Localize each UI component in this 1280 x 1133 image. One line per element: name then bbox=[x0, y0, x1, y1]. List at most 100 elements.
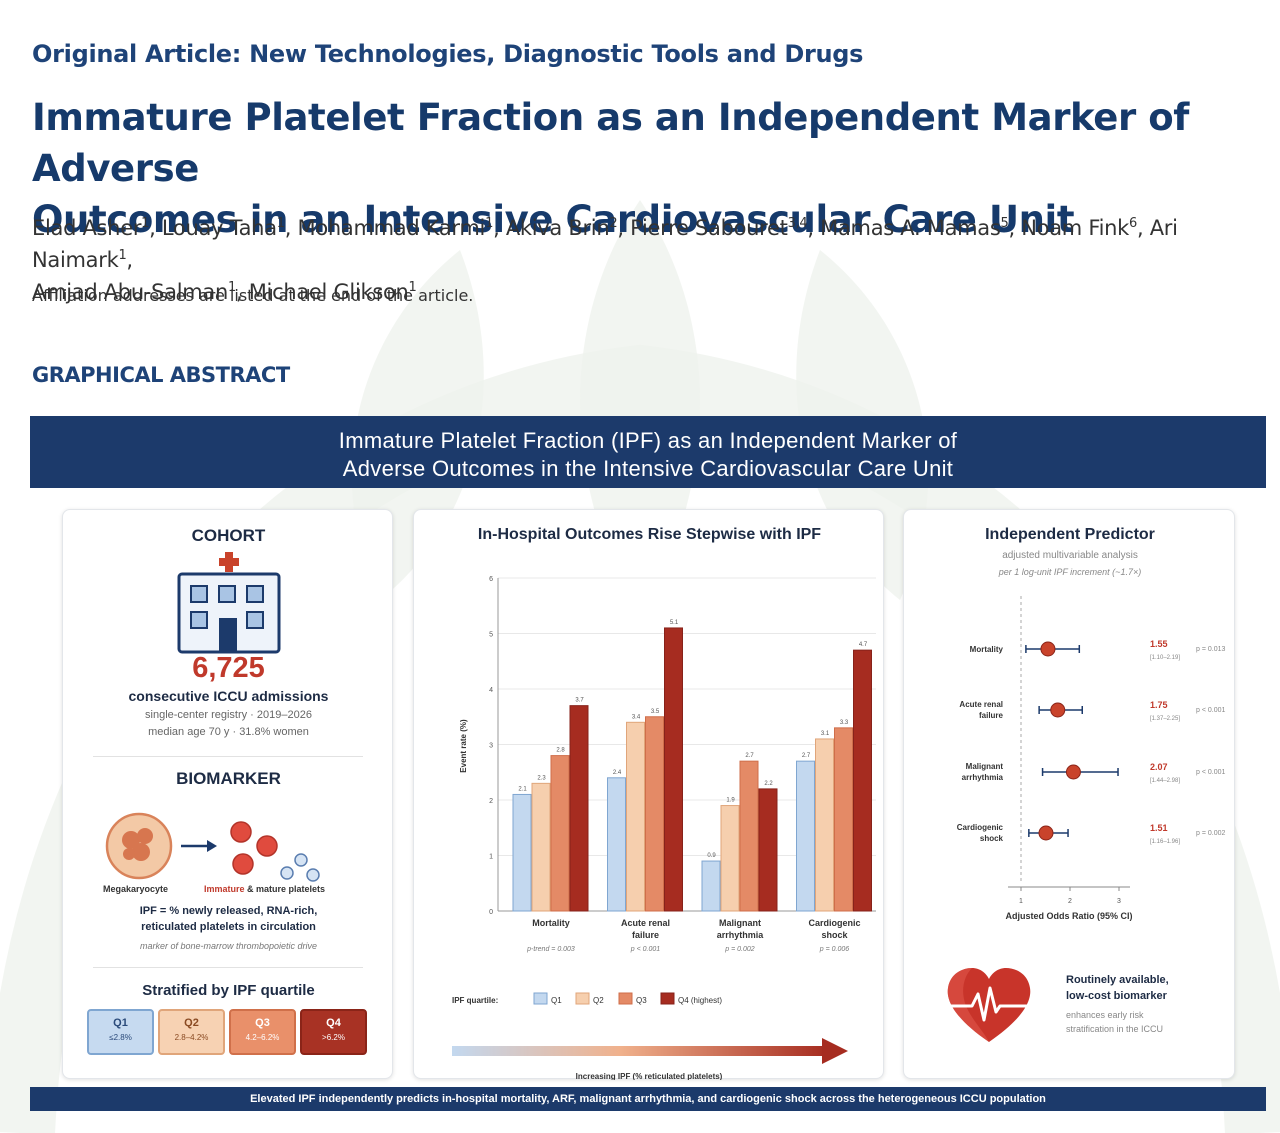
bar-value-label: 2.2 bbox=[764, 781, 773, 787]
quartile-label: Q4 bbox=[326, 1017, 341, 1029]
bar-q2 bbox=[531, 782, 551, 912]
platelet-illustration bbox=[105, 812, 320, 882]
odds-ratio-value: 1.51 bbox=[1150, 823, 1168, 833]
bar-value-label: 3.1 bbox=[821, 731, 830, 737]
author-name: Mamas A. Mamas bbox=[820, 216, 1001, 240]
predictor-sub-1: adjusted multivariable analysis bbox=[1002, 550, 1138, 561]
quartile-range: ≤2.8% bbox=[109, 1033, 132, 1042]
bar-q4 bbox=[853, 649, 872, 912]
legend-title: IPF quartile: bbox=[452, 996, 498, 1005]
callout-line-1: Routinely available, bbox=[1066, 974, 1169, 986]
immature-label: Immature bbox=[204, 884, 245, 894]
bar-q3 bbox=[550, 755, 570, 912]
mature-label: & mature platelets bbox=[244, 884, 326, 894]
legend-swatch bbox=[618, 992, 633, 1005]
cohort-detail-2: median age 70 y · 31.8% women bbox=[148, 726, 309, 738]
bar-q3 bbox=[834, 727, 853, 912]
bar-q1 bbox=[512, 793, 532, 912]
stratification-heading: Stratified by IPF quartile bbox=[142, 982, 315, 999]
author-affiliation-mark: 1 bbox=[141, 216, 150, 231]
author-name: Mohammad Karmi bbox=[297, 216, 486, 240]
banner-line-1: Immature Platelet Fraction (IPF) as an I… bbox=[338, 428, 958, 453]
bar-value-label: 2.8 bbox=[556, 748, 565, 754]
arrow-right-icon bbox=[822, 1038, 848, 1064]
x-category-label-2: shock bbox=[821, 930, 848, 940]
footer-summary: Elevated IPF independently predicts in-h… bbox=[30, 1087, 1266, 1111]
quartile-box-q1: Q1 ≤2.8% bbox=[87, 1009, 154, 1055]
x-category-label: Acute renal bbox=[621, 918, 670, 928]
megakaryocyte-label: Megakaryocyte bbox=[103, 884, 169, 894]
ipf-note: marker of bone-marrow thrombopoietic dri… bbox=[139, 941, 318, 951]
x-category-label-2: arrhythmia bbox=[717, 930, 765, 940]
platelets-label: Immature & mature platelets bbox=[204, 884, 325, 894]
odds-ratio-point bbox=[1050, 702, 1066, 718]
author-name: Noam Fink bbox=[1021, 216, 1129, 240]
outcome-label: Malignant bbox=[966, 762, 1004, 771]
legend-label: Q2 bbox=[593, 996, 604, 1005]
bar-value-label: 2.3 bbox=[537, 775, 546, 781]
predictor-panel: Independent Predictor adjusted multivari… bbox=[903, 509, 1235, 1079]
outcome-label-2: arrhythmia bbox=[962, 773, 1004, 782]
ipf-definition-1: IPF = % newly released, RNA-rich, bbox=[139, 905, 318, 917]
legend-swatch bbox=[660, 992, 675, 1005]
bar-value-label: 1.9 bbox=[726, 798, 735, 804]
bar-value-label: 3.5 bbox=[651, 709, 660, 715]
author-affiliation-mark: 1 bbox=[227, 280, 236, 295]
author-name: Akiva Brin bbox=[505, 216, 610, 240]
predictor-sub-2: per 1 log-unit IPF increment (~1.7×) bbox=[998, 567, 1142, 577]
cohort-panel: COHORT 6,725 consecutive ICCU admissions… bbox=[62, 509, 393, 1079]
callout-line-2: low-cost biomarker bbox=[1066, 990, 1167, 1002]
author-name: Elad Asher bbox=[32, 216, 142, 240]
arrow-label: Increasing IPF (% reticulated platelets) bbox=[576, 1072, 723, 1080]
bar-q2 bbox=[720, 805, 740, 912]
cohort-count: 6,725 bbox=[192, 652, 265, 684]
title-line-1: Immature Platelet Fraction as an Indepen… bbox=[32, 96, 1189, 190]
y-axis-label: Event rate (%) bbox=[459, 719, 468, 773]
quartile-label: Q1 bbox=[113, 1017, 128, 1029]
ci-value: [1.16–1.96] bbox=[1150, 839, 1180, 845]
x-tick-label: 3 bbox=[1117, 898, 1121, 905]
forest-plot: 1 2 3 Adjusted Odds Ratio (95% CI) Mortality… bbox=[957, 596, 1225, 921]
author-affiliation-mark: 2 bbox=[609, 216, 618, 231]
x-tick-label: 1 bbox=[1019, 898, 1023, 905]
callout-line-3: enhances early risk bbox=[1066, 1010, 1144, 1020]
x-category-label: Mortality bbox=[532, 918, 570, 928]
cohort-heading: COHORT bbox=[191, 526, 266, 545]
ipf-gradient-bar bbox=[452, 1046, 826, 1056]
outcome-label: Mortality bbox=[970, 645, 1004, 654]
author-affiliation-mark: 1 bbox=[118, 248, 127, 263]
bar-value-label: 2.1 bbox=[518, 786, 527, 792]
legend-swatch bbox=[575, 992, 590, 1005]
outcomes-bar-chart: 0 1 2 3 4 5 6 Event rate (%) 2.1 2.3 2.8 3.7 Mortali… bbox=[452, 576, 876, 1080]
legend-label: Q4 (highest) bbox=[678, 996, 722, 1005]
y-tick-label: 4 bbox=[489, 687, 493, 694]
quartile-label: Q2 bbox=[184, 1017, 199, 1029]
bar-value-label: 3.3 bbox=[840, 720, 849, 726]
article-title: Immature Platelet Fraction as an Indepen… bbox=[32, 92, 1252, 245]
legend-label: Q3 bbox=[636, 996, 647, 1005]
biomarker-heading: BIOMARKER bbox=[176, 769, 281, 788]
bar-value-label: 0.9 bbox=[707, 853, 716, 859]
predictor-heading: Independent Predictor bbox=[985, 526, 1155, 543]
forest-x-label: Adjusted Odds Ratio (95% CI) bbox=[1005, 911, 1132, 921]
heart-icon bbox=[947, 968, 1031, 1042]
bar-q4 bbox=[664, 627, 683, 912]
outcome-label-2: failure bbox=[979, 711, 1004, 720]
bar-value-label: 2.7 bbox=[745, 753, 754, 759]
arrow-icon bbox=[207, 840, 217, 852]
author-affiliation-mark: 1 bbox=[276, 216, 285, 231]
abstract-banner: Immature Platelet Fraction (IPF) as an I… bbox=[30, 416, 1266, 488]
p-value-label: p = 0.002 bbox=[724, 946, 754, 953]
bar-q2 bbox=[626, 721, 645, 912]
bar-value-label: 3.7 bbox=[575, 698, 584, 704]
p-value-label: p = 0.006 bbox=[819, 946, 849, 953]
bar-q4 bbox=[569, 705, 589, 912]
author-affiliation-mark: 6 bbox=[1128, 216, 1137, 231]
p-value-label: p-trend = 0.003 bbox=[526, 946, 575, 953]
bar-q1 bbox=[701, 860, 721, 912]
quartile-label: Q3 bbox=[255, 1017, 270, 1029]
outcome-label: Cardiogenic bbox=[957, 823, 1004, 832]
bar-q3 bbox=[739, 760, 759, 912]
p-value-label: p < 0.001 bbox=[630, 946, 660, 953]
cohort-detail-1: single-center registry · 2019–2026 bbox=[145, 709, 312, 721]
